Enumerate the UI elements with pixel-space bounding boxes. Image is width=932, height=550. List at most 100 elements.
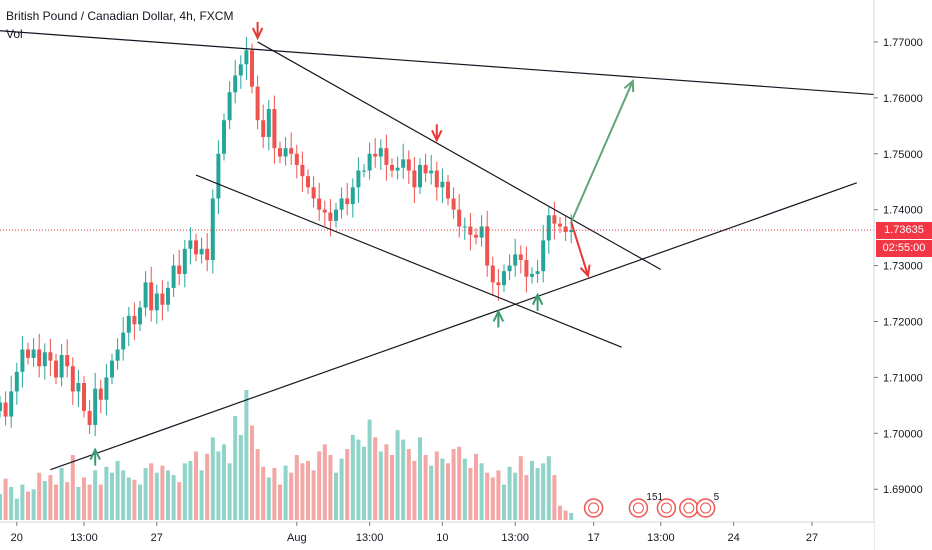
volume-bar bbox=[177, 482, 182, 520]
candle-body bbox=[188, 240, 193, 249]
volume-bar bbox=[513, 472, 518, 520]
candle-body bbox=[87, 410, 92, 425]
candle-body bbox=[216, 153, 221, 199]
event-marker-ring bbox=[588, 502, 600, 514]
trendline bbox=[195, 174, 622, 348]
time-tick-label: 27 bbox=[806, 532, 818, 544]
candle-body bbox=[121, 332, 126, 350]
volume-bar bbox=[507, 466, 512, 520]
trendline bbox=[0, 30, 932, 100]
volume-bar bbox=[485, 472, 490, 520]
candle-body bbox=[160, 293, 165, 305]
candle-body bbox=[250, 50, 254, 87]
volume-bar bbox=[412, 460, 417, 520]
projection-arrow-down bbox=[570, 221, 589, 276]
volume-bar bbox=[356, 439, 361, 520]
candle-body bbox=[31, 349, 36, 358]
candle-body bbox=[300, 164, 305, 177]
volume-bar bbox=[401, 439, 406, 520]
time-tick-label: 24 bbox=[727, 532, 739, 544]
volume-bar bbox=[535, 468, 540, 520]
volume-bar bbox=[300, 463, 305, 520]
volume-bar bbox=[462, 458, 467, 520]
event-marker-ring bbox=[632, 502, 644, 514]
candle-body bbox=[451, 198, 456, 210]
volume-bar bbox=[160, 465, 165, 520]
volume-bar bbox=[283, 465, 288, 520]
candle-body bbox=[434, 170, 439, 188]
volume-bar bbox=[42, 481, 47, 520]
candle-body bbox=[210, 198, 215, 260]
volume-bar bbox=[9, 486, 14, 520]
volume-bar bbox=[530, 460, 534, 520]
volume-bar bbox=[121, 470, 126, 520]
volume-bar bbox=[406, 449, 411, 520]
candle-body bbox=[261, 120, 266, 137]
candle-body bbox=[367, 153, 372, 171]
candle-body bbox=[54, 360, 58, 378]
candle-body bbox=[490, 265, 495, 283]
volume-bar bbox=[26, 491, 30, 520]
time-tick-label: 13:00 bbox=[356, 532, 384, 544]
volume-bar bbox=[306, 460, 310, 520]
price-tick-label: 1.75000 bbox=[883, 149, 923, 161]
candle-body bbox=[496, 282, 501, 286]
volume-bar bbox=[48, 475, 53, 520]
down-arrow-marker-head bbox=[431, 129, 443, 143]
volume-bar bbox=[474, 453, 478, 520]
volume-bar bbox=[149, 463, 154, 520]
volume-bar bbox=[222, 444, 226, 520]
event-marker-ring bbox=[700, 502, 712, 514]
candle-body bbox=[272, 109, 277, 149]
up-arrow-marker-head bbox=[531, 292, 544, 306]
candle-body bbox=[563, 226, 568, 233]
candle-body bbox=[26, 349, 30, 358]
volume-bar bbox=[250, 425, 254, 520]
event-marker-icon bbox=[656, 498, 677, 518]
volume-bar bbox=[446, 463, 450, 520]
candle-body bbox=[541, 240, 546, 272]
volume-bar bbox=[350, 434, 355, 520]
volume-bar bbox=[70, 455, 75, 520]
time-tick-label: 27 bbox=[151, 532, 163, 544]
volume-bar bbox=[479, 463, 484, 520]
candle-body bbox=[446, 181, 450, 199]
candle-body bbox=[311, 187, 316, 199]
volume-bar bbox=[14, 498, 19, 520]
volume-bar bbox=[98, 484, 103, 520]
volume-bar bbox=[87, 484, 92, 520]
candle-body bbox=[418, 164, 422, 188]
volume-bar bbox=[166, 470, 170, 520]
candle-body bbox=[76, 383, 81, 392]
volume-bar bbox=[289, 472, 294, 520]
candle-body bbox=[115, 349, 120, 361]
volume-bar bbox=[205, 453, 210, 520]
volume-bar bbox=[311, 470, 316, 520]
volume-bar bbox=[272, 468, 277, 520]
candle-body bbox=[104, 377, 109, 400]
candle-body bbox=[350, 187, 355, 205]
volume-bar bbox=[266, 477, 271, 520]
bar-countdown-badge: 02:55:00 bbox=[876, 240, 932, 258]
candle-body bbox=[110, 360, 114, 378]
up-arrow-marker-head bbox=[492, 309, 505, 322]
price-tick-label: 1.77000 bbox=[883, 37, 923, 49]
price-tick-label: 1.69000 bbox=[883, 484, 923, 496]
candle-body bbox=[412, 170, 417, 188]
volume-bar bbox=[126, 477, 131, 520]
candle-body bbox=[0, 402, 2, 411]
volume-bar bbox=[502, 484, 506, 520]
candle-body bbox=[166, 287, 170, 305]
volume-bar bbox=[82, 477, 86, 520]
candle-body bbox=[143, 282, 148, 308]
candle-body bbox=[406, 159, 411, 171]
volume-bar bbox=[59, 468, 64, 520]
candle-body bbox=[14, 371, 19, 392]
candle-body bbox=[440, 181, 445, 188]
candle-body bbox=[59, 355, 64, 378]
candle-body bbox=[395, 167, 400, 171]
volume-bar bbox=[93, 470, 98, 520]
time-tick-label: 13:00 bbox=[70, 532, 98, 544]
